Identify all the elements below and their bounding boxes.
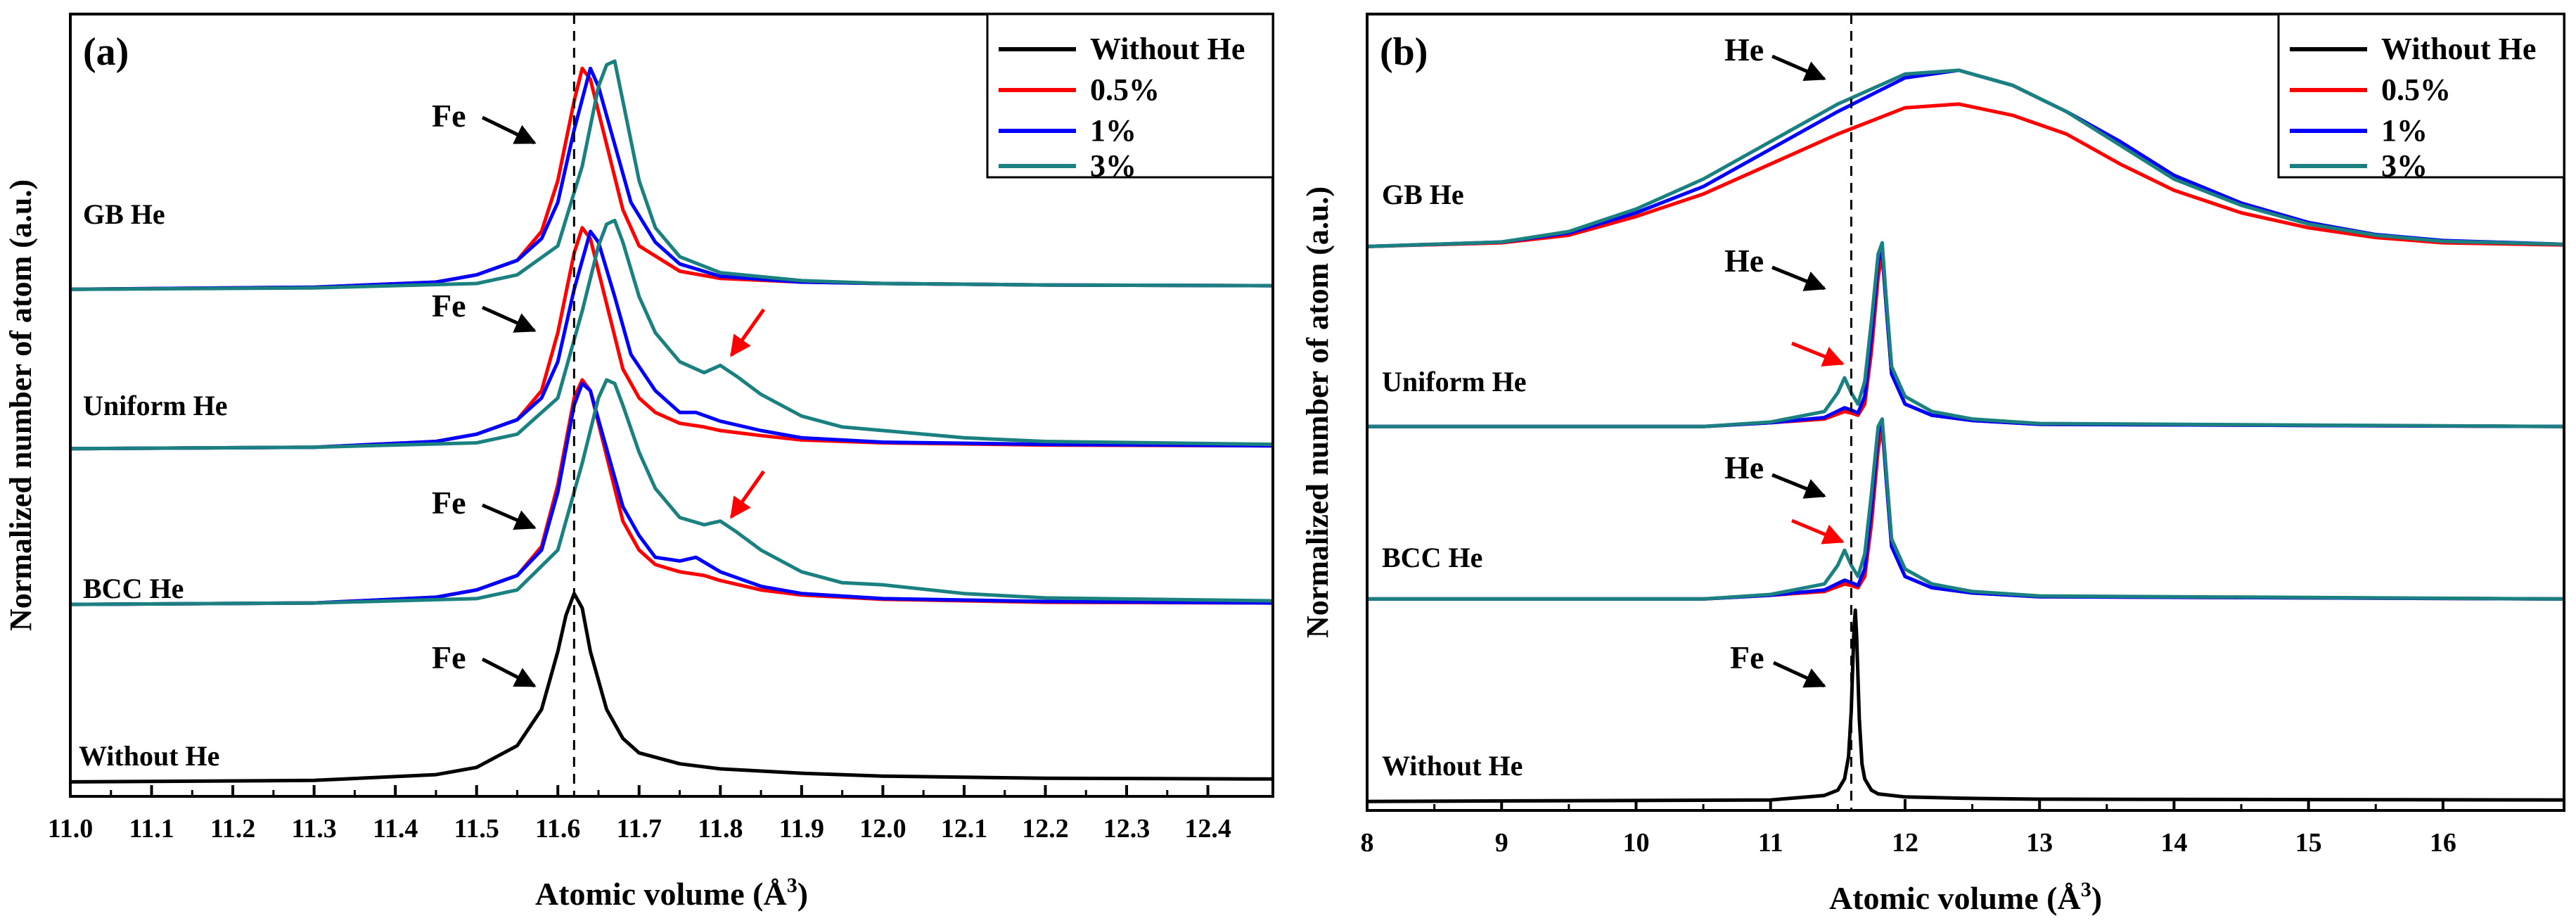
panel-a-ylabel: Normalized number of atom (a.u.) — [4, 179, 38, 631]
panel-a-x-tick-label: 11.5 — [454, 814, 499, 844]
panel-a-x-tick-label: 11.7 — [617, 814, 662, 844]
panel-a-arrow-fe-uniform — [481, 305, 537, 333]
panel-a-legend-box — [986, 13, 1274, 179]
panel-b-label: (b) — [1380, 30, 1428, 74]
panel-a-series-bcc-he-3pct — [70, 378, 1274, 606]
panel-a-x-tick-label: 12.2 — [1022, 814, 1069, 844]
panel-b-series-bcc-he-0-5pct — [1367, 424, 2565, 601]
panel-a-red-arrow-bcc — [729, 470, 766, 519]
panel-b-xlabel: Atomic volume (Å3) — [1829, 878, 2102, 916]
panel-b-group-label-without-he: Without He — [1382, 750, 1523, 782]
panel-b: (b) GB He Uniform He BCC He Without He H… — [1300, 13, 2565, 916]
panel-a: (a) GB He Uniform He BCC He Without He F… — [4, 13, 1274, 912]
panel-b-frame — [1366, 13, 2565, 812]
panel-a-x-ticks: 11.0 11.1 11.2 11.3 11.4 11.5 11.6 11.7 11.8 11.9… — [48, 785, 1231, 844]
panel-b-annotation-he-uniform: He — [1724, 243, 1764, 279]
panel-a-annotation-fe-gb: Fe — [432, 98, 466, 134]
panel-a-x-tick-label: 11.0 — [48, 814, 93, 844]
panel-a-series-without-he-without-he — [70, 592, 1274, 784]
panel-b-series-gb-he-3pct — [1366, 68, 2565, 248]
panel-b-series-without-he-without-he — [1366, 608, 2565, 803]
panel-b-x-tick-label: 8 — [1361, 828, 1374, 858]
panel-a-series-uniform-he-0-5pct — [70, 226, 1274, 451]
panel-b-legend-label-3: 3% — [2381, 148, 2428, 183]
panel-b-x-tick-label: 15 — [2295, 828, 2322, 858]
panel-b-legend-box — [2277, 13, 2565, 179]
panel-a-annotation-fe-uniform: Fe — [432, 288, 466, 324]
panel-a-label: (a) — [83, 30, 129, 74]
panel-b-annotation-fe-without: Fe — [1730, 639, 1764, 675]
panel-a-legend-label-3: 3% — [1090, 148, 1136, 183]
panel-a-arrow-fe-bcc — [482, 503, 537, 530]
panel-b-legend: Without He 0.5% 1% 3% — [2277, 13, 2565, 183]
panel-a-series-bcc-he-0-5pct — [70, 378, 1274, 606]
panel-b-group-label-bcc-he: BCC He — [1382, 542, 1482, 573]
panel-a-group-label-without-he: Without He — [79, 740, 219, 772]
panel-b-x-ticks: 8 9 10 11 12 13 14 15 16 — [1361, 799, 2456, 858]
panel-b-group-label-uniform-he: Uniform He — [1382, 366, 1527, 397]
panel-a-series-bcc-he-1pct — [70, 381, 1274, 606]
panel-b-x-tick-label: 10 — [1622, 828, 1649, 858]
panel-b-series-gb-he-0-5pct — [1366, 102, 2565, 248]
panel-a-red-arrow-uniform — [729, 308, 766, 357]
panel-b-x-tick-label: 11 — [1758, 828, 1783, 858]
panel-b-series-uniform-he-3pct — [1367, 241, 2565, 428]
panel-b-arrow-he-uniform — [1771, 265, 1826, 291]
panel-a-x-tick-label: 12.3 — [1103, 814, 1151, 844]
panel-a-annotation-fe-bcc: Fe — [432, 485, 466, 521]
panel-a-x-tick-label: 11.9 — [779, 814, 824, 844]
panel-a-x-tick-label: 11.1 — [129, 814, 174, 844]
panel-a-plot-area — [70, 14, 1274, 796]
panel-a-x-tick-label: 12.0 — [859, 814, 906, 844]
panel-b-legend-label-1: 1% — [2381, 113, 2428, 148]
panel-b-x-tick-label: 12 — [1892, 828, 1918, 858]
panel-a-group-label-bcc-he: BCC He — [83, 573, 184, 604]
panel-a-series-uniform-he-1pct — [70, 229, 1274, 451]
panel-a-x-tick-label: 11.4 — [373, 814, 418, 844]
panel-a-x-tick-label: 11.2 — [210, 814, 255, 844]
panel-a-arrow-fe-gb — [481, 115, 537, 145]
panel-a-x-tick-label: 12.4 — [1184, 814, 1231, 844]
panel-b-annotation-he-gb: He — [1724, 32, 1764, 68]
panel-a-annotation-fe-without: Fe — [432, 639, 466, 675]
panel-a-series-uniform-he-3pct — [70, 218, 1274, 451]
panel-b-red-arrow-uniform — [1791, 341, 1845, 367]
panel-b-x-tick-label: 16 — [2430, 828, 2456, 858]
panel-b-arrow-he-gb — [1771, 54, 1826, 82]
panel-b-red-arrow-bcc — [1791, 518, 1845, 545]
panel-a-group-label-gb-he: GB He — [83, 198, 165, 230]
panel-b-annotation-he-bcc: He — [1724, 450, 1764, 485]
panel-a-x-tick-label: 12.1 — [941, 814, 988, 844]
panel-b-series-uniform-he-1pct — [1367, 248, 2565, 428]
panel-a-legend-label-without-he: Without He — [1090, 32, 1245, 66]
panel-a-legend: Without He 0.5% 1% 3% — [986, 13, 1274, 183]
panel-b-x-tick-label: 14 — [2160, 828, 2187, 858]
panel-b-x-tick-label: 13 — [2026, 828, 2053, 858]
panel-b-series-uniform-he-0-5pct — [1367, 252, 2565, 428]
panel-a-legend-label-05: 0.5% — [1090, 72, 1160, 107]
panel-b-series-bcc-he-3pct — [1367, 417, 2565, 601]
panel-b-series-bcc-he-1pct — [1367, 421, 2565, 601]
panel-a-x-tick-label: 11.6 — [535, 814, 580, 844]
panel-b-legend-label-without-he: Without He — [2381, 32, 2536, 66]
panel-b-ylabel: Normalized number of atom (a.u.) — [1300, 186, 1335, 638]
panel-a-group-label-uniform-he: Uniform He — [83, 390, 228, 421]
panel-b-group-label-gb-he: GB He — [1382, 179, 1464, 210]
panel-b-arrow-fe-without — [1772, 661, 1826, 688]
panel-a-x-tick-label: 11.3 — [291, 814, 336, 844]
panel-a-xlabel: Atomic volume (Å3) — [535, 874, 808, 912]
panel-a-frame — [69, 13, 1274, 798]
panel-a-series-gb-he-3pct — [70, 59, 1274, 291]
panel-a-x-tick-label: 11.8 — [698, 814, 743, 844]
panel-a-arrow-fe-without — [481, 657, 537, 688]
panel-a-legend-label-1: 1% — [1090, 113, 1136, 148]
panel-b-arrow-he-bcc — [1771, 473, 1826, 499]
panel-b-legend-label-05: 0.5% — [2381, 72, 2451, 107]
panel-b-x-tick-label: 9 — [1495, 828, 1508, 858]
panel-b-plot-area — [1366, 14, 2565, 810]
